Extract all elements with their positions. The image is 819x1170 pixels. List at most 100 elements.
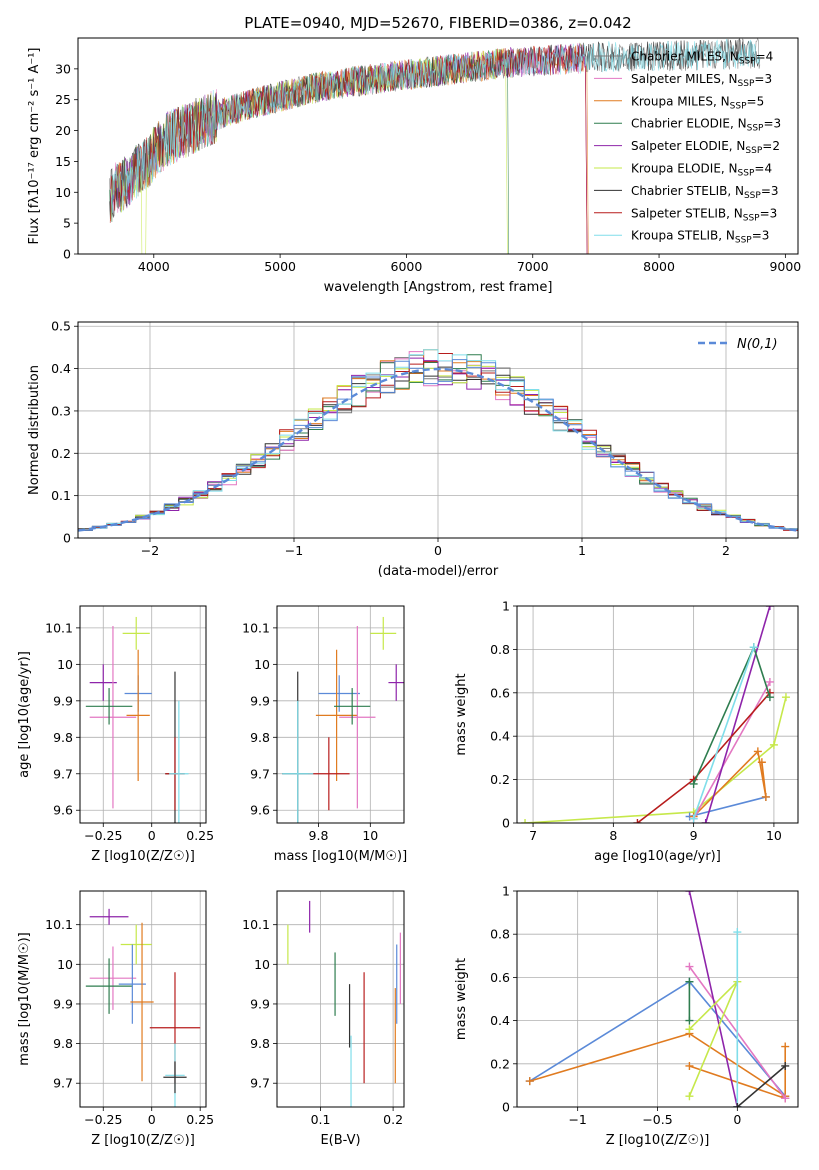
panel-spectrum: 4000 5000 6000 7000 8000 9000 0 5 10 15 20 25 30 wave… <box>27 37 801 295</box>
legend-label-main: Salpeter STELIB, N <box>631 206 743 220</box>
legend-label-suffix: =5 <box>747 94 765 108</box>
x-axis-label: (data-model)/error <box>378 564 499 579</box>
x-axis-label: E(B-V) <box>320 1133 360 1148</box>
legend-label: Kroupa ELODIE, NSSP=4 <box>631 162 772 179</box>
x-tick-label: 0 <box>148 828 156 843</box>
weight-marker <box>685 891 694 895</box>
y-tick-label: 0.2 <box>51 446 71 461</box>
y-tick-label: 0 <box>63 247 71 262</box>
x-tick-label: 9.8 <box>309 828 329 843</box>
legend-label-sub: SSP <box>738 79 755 89</box>
y-axis-label: mass weight <box>454 958 469 1040</box>
legend-label-sub: SSP <box>744 191 761 201</box>
legend-label-suffix: =4 <box>754 162 772 176</box>
legend-label-main: Chabrier MILES, N <box>631 50 739 64</box>
legend-label-sub: SSP <box>747 124 764 134</box>
y-tick-label: 10.1 <box>242 620 270 635</box>
y-axis-label: Flux [fλ10⁻¹⁷ erg cm⁻² s⁻¹ A⁻¹] <box>27 48 42 245</box>
plot-area <box>287 900 401 1107</box>
axes-frame <box>77 37 799 255</box>
x-tick-label: 10 <box>362 828 378 843</box>
legend-label-suffix: =3 <box>752 229 770 243</box>
x-axis-label: mass [log10(M/M☉)] <box>274 849 407 864</box>
x-tick-label: −0.25 <box>84 1112 122 1127</box>
y-tick-label: 10.1 <box>45 620 73 635</box>
y-tick-label: 20 <box>55 123 71 138</box>
legend-label-suffix: =3 <box>761 184 779 198</box>
legend-label: N(0,1) <box>737 337 778 352</box>
weight-marker <box>781 1061 790 1070</box>
weight-marker <box>689 779 698 788</box>
plot-area <box>85 616 189 823</box>
x-tick-label: 0.25 <box>186 1112 214 1127</box>
legend-label-sub: SSP <box>739 57 756 67</box>
weight-marker <box>733 928 742 937</box>
weight-marker <box>749 643 758 652</box>
weight-marker <box>685 1025 694 1034</box>
x-tick-label: 8 <box>609 828 617 843</box>
y-tick-label: 0.5 <box>51 319 71 334</box>
y-tick-label: 9.8 <box>53 1036 73 1051</box>
x-tick-label: 10 <box>766 828 782 843</box>
legend-label: Chabrier STELIB, NSSP=3 <box>631 184 779 201</box>
x-tick-label: 4000 <box>138 259 170 274</box>
panel-age-vs-mass: 9.8 10 9.6 9.7 9.8 9.9 10 10.1 mass [log10(M/M☉)… <box>242 605 407 864</box>
gaussian-line <box>78 367 798 532</box>
legend-label-suffix: =3 <box>763 117 781 131</box>
y-tick-label: 1 <box>502 884 510 899</box>
weight-marker <box>765 693 774 702</box>
y-tick-label: 0.4 <box>490 729 510 744</box>
x-tick-label: 9000 <box>769 259 801 274</box>
y-tick-label: 1 <box>502 599 510 614</box>
y-tick-label: 9.9 <box>250 693 270 708</box>
y-tick-label: 10.1 <box>242 917 270 932</box>
axes-frame <box>276 890 405 1108</box>
y-tick-label: 10.1 <box>45 917 73 932</box>
x-tick-label: −0.5 <box>642 1112 672 1127</box>
legend-label-sub: SSP <box>735 236 752 246</box>
weight-marker <box>769 740 778 749</box>
legend-label-sub: SSP <box>730 101 747 111</box>
plot-area <box>85 908 201 1107</box>
panel-mass-vs-Z: −0.25 0 0.25 9.7 9.8 9.9 10 10.1 Z [log10(Z/Z☉)]… <box>17 890 214 1148</box>
y-tick-label: 0.6 <box>490 685 510 700</box>
y-tick-label: 10 <box>57 957 73 972</box>
weight-line <box>693 749 767 818</box>
weight-marker <box>685 1061 694 1070</box>
plot-layer: 4000 5000 6000 7000 8000 9000051015202530wave… <box>17 37 801 1148</box>
y-tick-label: 10 <box>55 185 71 200</box>
legend-label: Kroupa MILES, NSSP=5 <box>631 94 764 111</box>
y-tick-label: 0.8 <box>490 927 510 942</box>
legend-label: Chabrier ELODIE, NSSP=3 <box>631 117 781 134</box>
y-tick-label: 30 <box>55 61 71 76</box>
y-axis-label: Normed distribution <box>27 365 42 495</box>
y-tick-label: 0.3 <box>51 403 71 418</box>
y-tick-label: 9.7 <box>53 766 73 781</box>
y-tick-label: 0.4 <box>490 1013 510 1028</box>
axes-frame <box>79 890 207 1108</box>
y-tick-label: 9.8 <box>250 730 270 745</box>
plot-area <box>78 349 798 532</box>
weight-marker <box>685 1092 694 1101</box>
legend-label-main: Salpeter ELODIE, N <box>631 139 745 153</box>
y-tick-label: 9.6 <box>53 803 73 818</box>
y-tick-label: 9.8 <box>53 730 73 745</box>
weight-marker <box>765 606 774 610</box>
y-tick-label: 9.8 <box>250 1036 270 1051</box>
panel-age-vs-Z: −0.25 0 0.25 9.6 9.7 9.8 9.9 10 10.1 Z [log10(Z/Z… <box>17 605 214 864</box>
x-tick-label: 0 <box>148 1112 156 1127</box>
y-tick-label: 10 <box>57 657 73 672</box>
y-tick-label: 25 <box>55 92 71 107</box>
plot-area <box>521 606 790 823</box>
x-tick-label: 0.25 <box>186 828 214 843</box>
x-tick-label: 0.1 <box>311 1112 331 1127</box>
y-tick-label: 0.2 <box>490 772 510 787</box>
weight-line <box>704 606 771 823</box>
legend-label-main: Salpeter MILES, N <box>631 72 738 86</box>
x-tick-label: 0.2 <box>383 1112 403 1127</box>
weight-marker <box>733 1103 742 1107</box>
y-tick-label: 0.1 <box>51 488 71 503</box>
plot-area <box>525 891 790 1107</box>
x-tick-label: 5000 <box>264 259 296 274</box>
